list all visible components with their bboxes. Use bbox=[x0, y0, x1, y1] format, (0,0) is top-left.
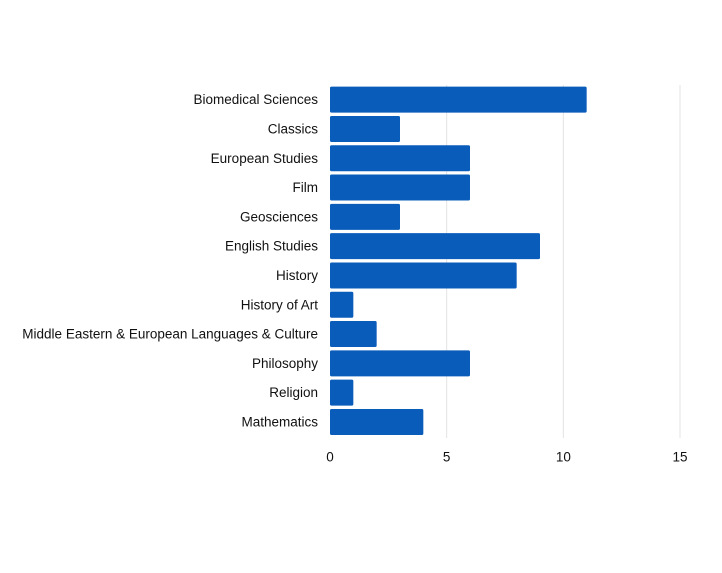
bar-philosophy bbox=[330, 350, 470, 377]
x-tick-label-15: 15 bbox=[672, 450, 687, 465]
category-label-film: Film bbox=[293, 180, 319, 195]
category-label-middle-eastern-and-european-languages-and-culture: Middle Eastern & European Languages & Cu… bbox=[22, 327, 318, 342]
category-label-european-studies: European Studies bbox=[211, 151, 319, 166]
category-labels: Biomedical Sciences Classics European Stud… bbox=[22, 92, 318, 429]
bar-history bbox=[330, 262, 517, 289]
x-axis-ticks: 0 5 10 15 bbox=[326, 450, 687, 465]
bar-film bbox=[330, 174, 470, 201]
bar-religion bbox=[330, 379, 354, 406]
bar-european-studies bbox=[330, 145, 470, 172]
bar-biomedical-sciences bbox=[330, 86, 587, 113]
x-tick-label-0: 0 bbox=[326, 450, 334, 465]
bar-mathematics bbox=[330, 408, 424, 435]
bar-middle-eastern-and-european-languages-and-culture bbox=[330, 321, 377, 348]
bars bbox=[330, 86, 587, 435]
category-label-history-of-art: History of Art bbox=[241, 297, 319, 312]
category-label-classics: Classics bbox=[268, 121, 319, 136]
category-label-geosciences: Geosciences bbox=[240, 209, 318, 224]
x-tick-label-10: 10 bbox=[556, 450, 571, 465]
category-label-history: History bbox=[276, 268, 318, 283]
gridlines bbox=[446, 85, 681, 438]
bar-classics bbox=[330, 115, 400, 142]
category-label-english-studies: English Studies bbox=[225, 239, 318, 254]
category-label-mathematics: Mathematics bbox=[241, 414, 318, 429]
category-label-philosophy: Philosophy bbox=[252, 356, 318, 371]
x-tick-label-5: 5 bbox=[443, 450, 451, 465]
bar-english-studies bbox=[330, 233, 540, 260]
bar-geosciences bbox=[330, 203, 400, 230]
bar-history-of-art bbox=[330, 291, 354, 318]
category-label-religion: Religion bbox=[269, 385, 318, 400]
category-label-biomedical-sciences: Biomedical Sciences bbox=[193, 92, 318, 107]
